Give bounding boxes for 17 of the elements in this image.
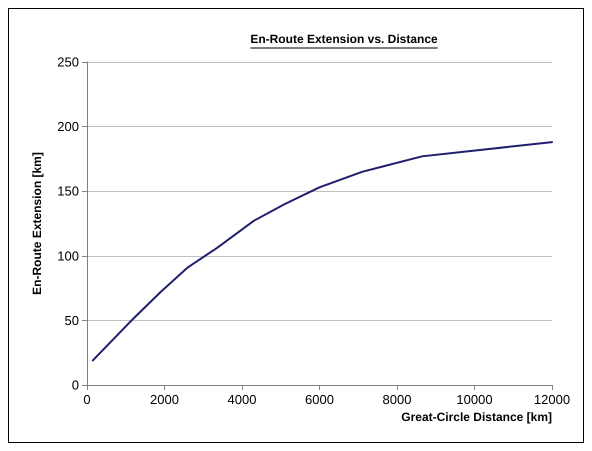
y-tick-label: 200 — [57, 119, 79, 134]
y-tick-label: 0 — [72, 378, 79, 392]
y-tick-label: 100 — [57, 248, 79, 264]
x-tick-label: 4000 — [228, 392, 256, 407]
x-tick-label: 2000 — [150, 392, 179, 407]
y-tick-label: 250 — [57, 54, 79, 70]
x-tick-label: 8000 — [382, 392, 412, 407]
chart-title: En-Route Extension vs. Distance — [250, 32, 438, 46]
y-tick-label: 150 — [57, 184, 79, 199]
x-tick-label: 12000 — [534, 392, 570, 407]
x-tick-label: 10000 — [456, 392, 493, 407]
line-series — [92, 141, 553, 362]
y-axis-title: En-Route Extension [km] — [30, 152, 44, 295]
y-tick-label: 50 — [64, 312, 79, 328]
x-tick-label: 0 — [83, 392, 91, 407]
x-tick-label: 6000 — [305, 392, 334, 407]
x-axis-title: Great-Circle Distance [km] — [401, 410, 552, 424]
